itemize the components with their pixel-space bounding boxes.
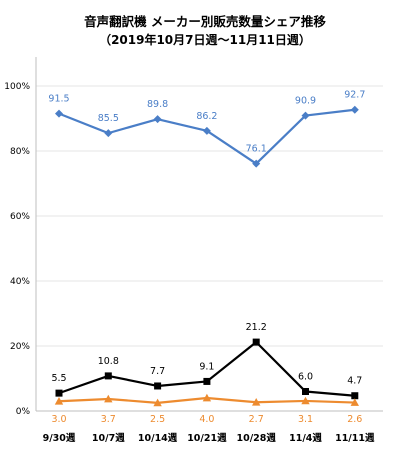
data-point bbox=[203, 377, 211, 385]
x-tick-label: 10/28週 bbox=[236, 432, 276, 444]
x-tick-label: 10/21週 bbox=[187, 432, 227, 444]
data-label: 85.5 bbox=[98, 113, 119, 124]
data-point bbox=[350, 398, 359, 406]
chart-subtitle: （2019年10月7日週～11月11日週） bbox=[99, 32, 311, 47]
x-tick-label: 9/30週 bbox=[43, 432, 76, 444]
data-label: 92.7 bbox=[344, 90, 365, 101]
data-label: 5.5 bbox=[51, 373, 66, 384]
data-point bbox=[55, 389, 63, 397]
data-point bbox=[252, 338, 260, 346]
series-layer bbox=[54, 105, 359, 407]
data-label: 6.0 bbox=[298, 372, 313, 383]
data-label: 2.7 bbox=[249, 414, 264, 425]
x-tick-label: 10/7週 bbox=[92, 432, 125, 444]
label-layer: 91.5 85.5 89.8 86.2 76.1 90.9 92.7 5.5 10.8 7.7 9.… bbox=[48, 90, 365, 425]
x-tick-label: 11/11週 bbox=[335, 432, 375, 444]
data-point bbox=[252, 398, 261, 406]
data-label: 10.8 bbox=[98, 356, 119, 367]
data-point bbox=[350, 105, 359, 114]
y-tick-label: 60% bbox=[10, 212, 30, 222]
data-point bbox=[104, 129, 113, 138]
axis-layer: 0% 20% 40% 60% 80% 100% 9/30週 10/7週 10/14週 10/21週… bbox=[4, 57, 383, 444]
data-label: 4.0 bbox=[199, 414, 214, 425]
data-label: 4.7 bbox=[347, 376, 362, 387]
data-label: 86.2 bbox=[196, 111, 217, 122]
data-label: 7.7 bbox=[150, 366, 165, 377]
data-point bbox=[104, 372, 112, 380]
data-point bbox=[301, 396, 310, 405]
data-point bbox=[55, 109, 63, 118]
y-tick-label: 20% bbox=[10, 342, 30, 352]
data-point bbox=[301, 111, 310, 120]
data-label: 21.2 bbox=[246, 322, 267, 333]
data-label: 3.1 bbox=[298, 414, 313, 425]
data-point bbox=[153, 115, 162, 124]
data-label: 76.1 bbox=[246, 144, 267, 155]
x-tick-label: 11/4週 bbox=[289, 432, 322, 444]
data-point bbox=[154, 382, 162, 390]
data-point bbox=[202, 393, 212, 402]
data-point bbox=[54, 397, 64, 405]
y-tick-label: 80% bbox=[10, 147, 30, 157]
y-tick-label: 100% bbox=[4, 82, 30, 92]
data-label: 2.5 bbox=[150, 414, 165, 425]
y-tick-label: 40% bbox=[10, 277, 30, 287]
x-tick-label: 10/14週 bbox=[138, 432, 178, 444]
data-point bbox=[153, 398, 162, 407]
data-label: 2.6 bbox=[347, 414, 362, 425]
data-label: 3.0 bbox=[51, 414, 66, 425]
data-label: 90.9 bbox=[295, 96, 316, 107]
chart-title: 音声翻訳機 メーカー別販売数量シェア推移 bbox=[84, 14, 326, 29]
data-point bbox=[351, 392, 359, 400]
data-point bbox=[202, 126, 211, 135]
data-point bbox=[104, 394, 113, 403]
data-label: 89.8 bbox=[147, 99, 168, 110]
data-label: 91.5 bbox=[48, 94, 69, 105]
data-point bbox=[302, 388, 309, 395]
data-label: 3.7 bbox=[101, 414, 116, 425]
data-point bbox=[252, 159, 261, 168]
data-label: 9.1 bbox=[199, 361, 214, 372]
grid-layer bbox=[36, 85, 383, 347]
y-tick-label: 0% bbox=[16, 407, 31, 417]
